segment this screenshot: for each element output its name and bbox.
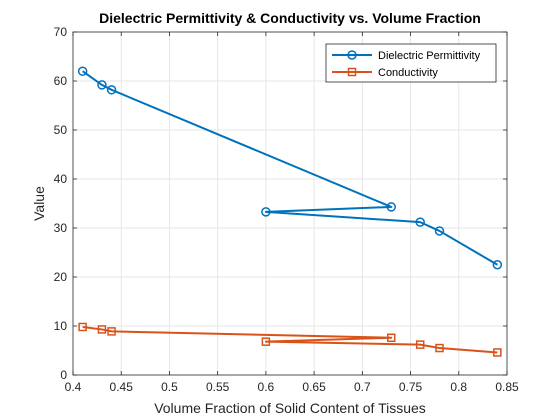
x-tick-label: 0.8 xyxy=(450,380,467,394)
data-point xyxy=(106,85,117,95)
x-tick-label: 0.4 xyxy=(65,380,82,394)
y-tick-label: 50 xyxy=(54,123,68,137)
data-point xyxy=(415,217,425,227)
data-point xyxy=(78,322,87,332)
data-point xyxy=(107,327,116,336)
x-tick-label: 0.65 xyxy=(302,380,326,394)
chart-title: Dielectric Permittivity & Conductivity v… xyxy=(99,10,481,26)
data-point xyxy=(261,207,271,217)
x-tick-label: 0.5 xyxy=(161,380,178,394)
x-tick-label: 0.6 xyxy=(258,380,275,394)
y-tick-label: 30 xyxy=(54,221,68,235)
y-tick-label: 20 xyxy=(54,270,68,284)
y-axis-label: Value xyxy=(31,186,47,221)
y-tick-label: 60 xyxy=(54,74,68,88)
x-tick-label: 0.7 xyxy=(354,380,371,394)
legend-marker xyxy=(347,67,357,77)
y-tick-label: 70 xyxy=(54,25,68,39)
data-point xyxy=(77,66,88,76)
data-point xyxy=(97,325,107,334)
x-tick-label: 0.75 xyxy=(399,380,423,394)
ticks: 0.4 0.45 0.5 0.55 0.6 0.65 0.7 0.75 0.8 0.85 0 10 20… xyxy=(54,25,519,394)
plot-area xyxy=(73,32,507,375)
data-point xyxy=(435,343,444,353)
legend-marker xyxy=(347,50,357,60)
data-point xyxy=(492,260,503,270)
y-tick-label: 40 xyxy=(54,172,68,186)
y-tick-label: 10 xyxy=(54,319,68,333)
data-point xyxy=(387,333,396,343)
x-tick-label: 0.85 xyxy=(495,380,519,394)
data-point xyxy=(97,80,107,90)
axes-box xyxy=(72,31,508,376)
data-point xyxy=(261,337,271,346)
legend-label: Conductivity xyxy=(378,67,438,79)
x-tick-label: 0.45 xyxy=(110,380,134,394)
legend: Dielectric Permittivity Conductivity xyxy=(325,43,497,83)
data-point xyxy=(434,226,445,236)
x-tick-label: 0.55 xyxy=(206,380,230,394)
data-point xyxy=(386,202,397,212)
series-layer xyxy=(77,66,503,357)
y-tick-label: 0 xyxy=(60,368,67,382)
data-point xyxy=(415,340,425,349)
data-point xyxy=(493,348,502,357)
legend-label: Dielectric Permittivity xyxy=(378,50,481,62)
x-axis-label: Volume Fraction of Solid Content of Tiss… xyxy=(154,400,426,416)
